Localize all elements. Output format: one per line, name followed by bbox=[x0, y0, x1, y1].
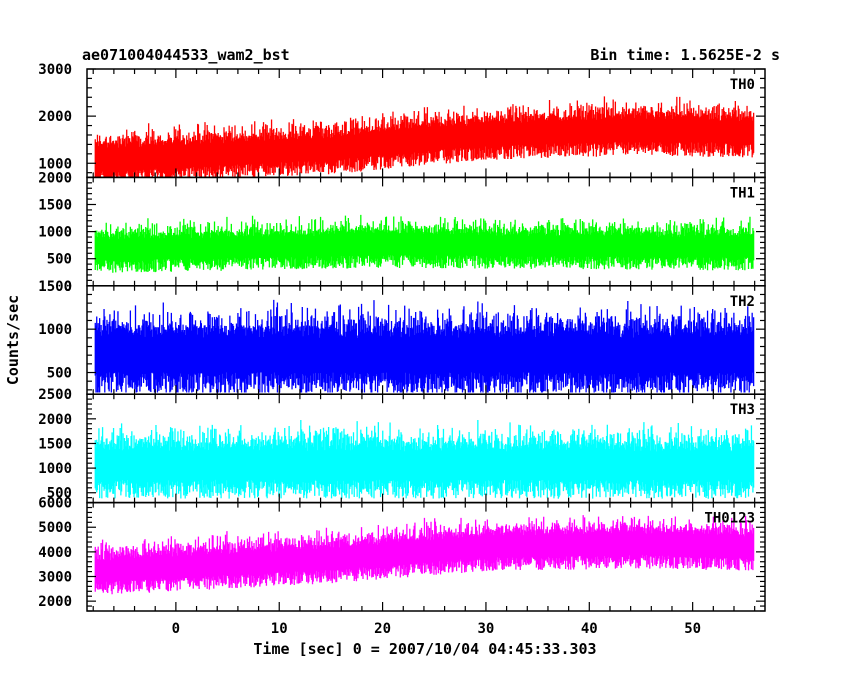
x-tick-label: 40 bbox=[581, 621, 598, 637]
x-tick-label: 20 bbox=[374, 621, 391, 637]
x-tick-label: 50 bbox=[684, 621, 701, 637]
y-tick-label: 500 bbox=[47, 366, 72, 382]
series-label: TH0 bbox=[730, 77, 755, 93]
y-tick-label: 1000 bbox=[38, 461, 72, 477]
y-tick-label: 1000 bbox=[38, 225, 72, 241]
y-tick-label: 1000 bbox=[38, 322, 72, 338]
y-tick-label: 2000 bbox=[38, 109, 72, 125]
y-tick-label: 2000 bbox=[38, 594, 72, 610]
y-tick-label: 2000 bbox=[38, 170, 72, 186]
y-tick-label: 1500 bbox=[38, 436, 72, 452]
y-tick-label: 500 bbox=[47, 486, 72, 502]
y-tick-label: 3000 bbox=[38, 570, 72, 586]
x-axis-label: Time [sec] 0 = 2007/10/04 04:45:33.303 bbox=[253, 640, 596, 658]
panels: 100020003000TH00500100015002000TH1500100… bbox=[38, 62, 766, 637]
y-axis-label: Counts/sec bbox=[4, 295, 22, 385]
panel-th0: 1000 2000 3000 TH0 bbox=[38, 62, 766, 179]
chart-title: ae071004044533_wam2_bst bbox=[82, 46, 290, 64]
y-tick-label: 1500 bbox=[38, 198, 72, 214]
y-tick-label: 1500 bbox=[38, 279, 72, 295]
x-tick-label: 0 bbox=[172, 621, 180, 637]
panel-th0123: 2000 3000 4000 5000 6000 TH0123 bbox=[38, 496, 766, 612]
y-tick-label: 3000 bbox=[38, 62, 72, 78]
y-tick-label: 0 bbox=[64, 279, 72, 295]
y-tick-label: 2000 bbox=[38, 412, 72, 428]
series-label: TH1 bbox=[730, 185, 755, 201]
series-th3 bbox=[94, 420, 755, 499]
y-tick-label: 5000 bbox=[38, 520, 72, 536]
panel-th1: 0 500 1000 1500 2000 TH1 bbox=[38, 170, 766, 295]
series-th0 bbox=[94, 96, 755, 178]
series-th0123 bbox=[94, 515, 755, 595]
series-th1 bbox=[94, 214, 755, 273]
x-tick-label: 10 bbox=[271, 621, 288, 637]
panel-th3: 500 1000 1500 2000 2500 TH3 bbox=[38, 387, 766, 504]
chart-subtitle: Bin time: 1.5625E-2 s bbox=[590, 46, 780, 64]
series-label: TH2 bbox=[730, 294, 755, 310]
y-tick-label: 6000 bbox=[38, 496, 72, 512]
y-tick-label: 1000 bbox=[38, 156, 72, 172]
panel-th2: 500 1000 1500 TH2 bbox=[38, 279, 766, 395]
series-label: TH3 bbox=[730, 402, 755, 418]
y-tick-label: 500 bbox=[47, 252, 72, 268]
x-tick-label: 30 bbox=[478, 621, 495, 637]
series-th2 bbox=[94, 299, 755, 393]
y-tick-label: 4000 bbox=[38, 545, 72, 561]
y-tick-label: 2500 bbox=[38, 387, 72, 403]
series-label: TH0123 bbox=[704, 511, 755, 527]
